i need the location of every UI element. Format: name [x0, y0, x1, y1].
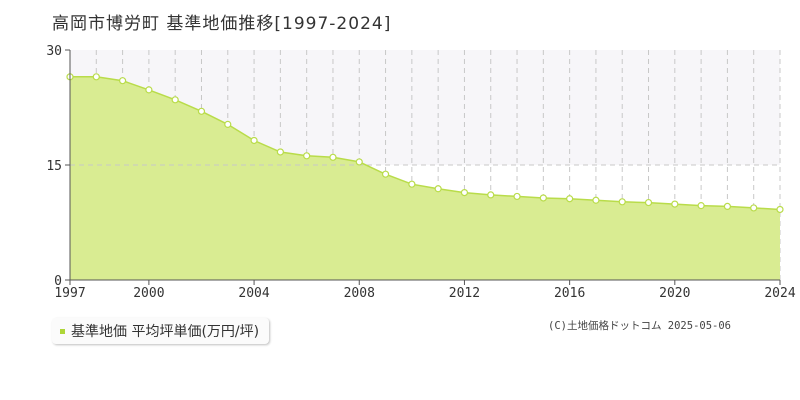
- y-tick-label-30: 30: [46, 44, 62, 59]
- x-tick-label-2016: 2016: [554, 286, 585, 301]
- data-point-2021: [697, 202, 705, 210]
- data-point-2010: [408, 180, 416, 188]
- data-point-2008: [355, 158, 363, 166]
- data-point-2012: [460, 189, 469, 197]
- x-tick-label-2012: 2012: [449, 286, 480, 301]
- area-fill: [70, 76, 780, 280]
- data-point-2024: [776, 205, 784, 214]
- data-point-2018: [618, 198, 626, 206]
- x-tick-label-1997: 1997: [54, 286, 85, 301]
- x-tick-labels: 1997 2000 2004 2008 2012 2016 2020 2024: [54, 286, 795, 301]
- data-points: [66, 73, 784, 214]
- legend-swatch: [60, 328, 65, 334]
- y-tick-labels: 0 15 30: [46, 44, 62, 289]
- data-point-2016: [566, 195, 574, 203]
- x-tick-label-2000: 2000: [133, 286, 164, 301]
- axes: [65, 49, 781, 285]
- x-tick-label-2004: 2004: [238, 286, 269, 301]
- legend: 基準地価 平均坪単価(万円/坪): [52, 318, 270, 344]
- page-title: 高岡市博労町 基準地価推移[1997-2024]: [52, 14, 392, 34]
- legend-label: 基準地価 平均坪単価(万円/坪): [71, 324, 260, 340]
- data-point-2001: [171, 96, 179, 104]
- data-point-2013: [487, 191, 495, 199]
- data-point-1998: [92, 73, 100, 81]
- data-point-2006: [303, 152, 311, 160]
- data-point-2020: [671, 200, 679, 208]
- x-tick-label-2020: 2020: [659, 286, 690, 301]
- data-point-2015: [539, 194, 547, 202]
- y-tick-label-15: 15: [46, 159, 62, 174]
- data-point-2019: [644, 198, 653, 207]
- data-point-2003: [224, 120, 232, 128]
- x-tick-label-2024: 2024: [764, 286, 795, 301]
- data-point-2023: [750, 204, 758, 212]
- data-point-2002: [197, 107, 206, 115]
- data-point-2011: [434, 185, 442, 193]
- data-point-2007: [329, 153, 337, 161]
- data-point-2017: [592, 196, 600, 204]
- data-point-2014: [513, 192, 521, 201]
- data-point-2004: [250, 136, 258, 145]
- y-tick-label-0: 0: [54, 274, 62, 289]
- data-point-2000: [145, 86, 153, 94]
- data-point-2009: [381, 170, 390, 178]
- data-point-2022: [723, 202, 732, 210]
- series-line: [70, 76, 781, 211]
- x-tick-label-2008: 2008: [344, 286, 375, 301]
- data-point-1999: [118, 77, 127, 85]
- data-point-2005: [276, 148, 284, 156]
- copyright: (C)土地価格ドットコム 2025-05-06: [548, 320, 732, 332]
